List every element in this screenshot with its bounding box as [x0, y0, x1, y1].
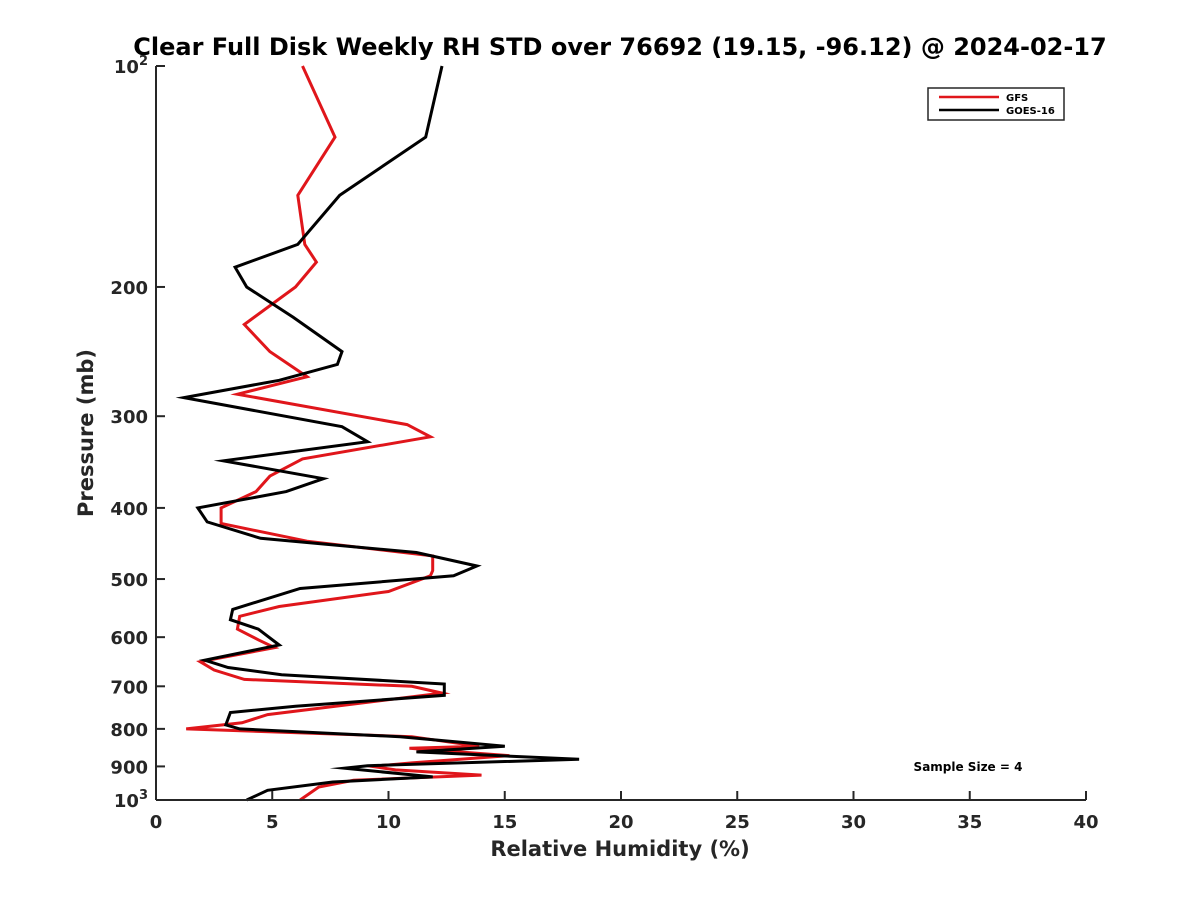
y-tick-label-200: 200 [110, 278, 148, 299]
y-tick-label-1000: 103 [114, 788, 148, 812]
y-tick-label-400: 400 [110, 499, 148, 520]
legend-label-goes16: GOES-16 [1006, 106, 1055, 117]
x-tick-label-0: 0 [150, 812, 163, 833]
y-tick-label-900: 900 [110, 757, 148, 778]
series-line-goes16 [175, 65, 580, 802]
y-tick-label-100: 102 [114, 54, 148, 78]
legend: GFS GOES-16 [927, 87, 1065, 121]
y-tick-label-500: 500 [110, 570, 148, 591]
x-axis-label: Relative Humidity (%) [490, 837, 749, 861]
x-tick-label-10: 10 [376, 812, 401, 833]
y-axis-label: Pressure (mb) [74, 349, 98, 517]
x-tick-label-25: 25 [725, 812, 750, 833]
y-tick-label-300: 300 [110, 407, 148, 428]
y-tick-label-600: 600 [110, 628, 148, 649]
x-tick-label-40: 40 [1073, 812, 1098, 833]
legend-label-gfs: GFS [1006, 93, 1028, 104]
x-tick-label-5: 5 [266, 812, 279, 833]
x-tick-label-15: 15 [492, 812, 517, 833]
x-tick-label-30: 30 [841, 812, 866, 833]
sample-size-annotation: Sample Size = 4 [914, 760, 1023, 774]
legend-box [927, 87, 1065, 121]
x-tick-label-35: 35 [957, 812, 982, 833]
y-tick-label-800: 800 [110, 720, 148, 741]
y-tick-label-700: 700 [110, 677, 148, 698]
chart-title: Clear Full Disk Weekly RH STD over 76692… [133, 33, 1106, 61]
x-tick-label-20: 20 [608, 812, 633, 833]
